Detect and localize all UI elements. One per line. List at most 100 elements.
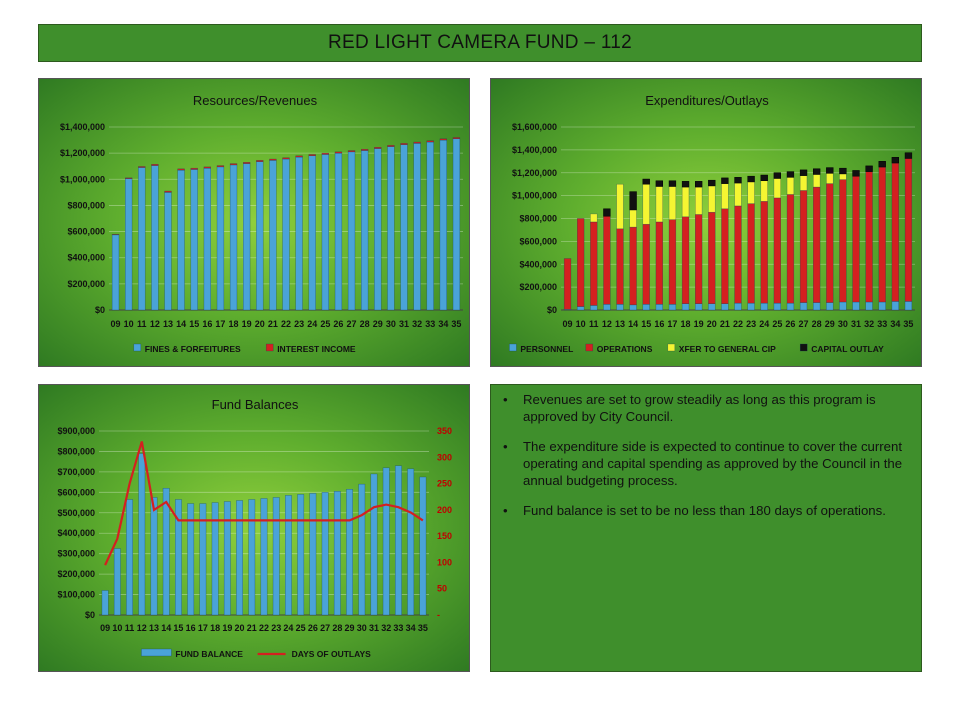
bar-xfer-to-general-cip [590,213,598,223]
bar-personnel [721,303,729,311]
x-tick-label: 18 [681,319,691,329]
bar-capital-outlay [826,167,834,174]
legend-swatch-capital-outlay [799,343,808,352]
x-tick-label: 19 [694,319,704,329]
x-tick-label: 34 [438,319,448,329]
x-tick-label: 23 [294,319,304,329]
y-tick-label: $400,000 [57,528,95,538]
bar-xfer-to-general-cip [721,183,729,210]
note-text: Fund balance is set to be no less than 1… [523,503,886,518]
bar-personnel [629,304,637,311]
bar-fund-balance [407,468,415,616]
x-tick-label: 13 [163,319,173,329]
bar-personnel [616,304,624,311]
bar-interest-income [190,167,198,170]
bar-fund-balance [175,499,182,616]
bar-interest-income [452,137,461,140]
y-tick-label: $600,000 [57,487,95,497]
bar-personnel [695,303,703,311]
bar-fund-balance [358,483,366,616]
y-tick-label: $1,400,000 [512,145,557,155]
bar-fines-forfeitures [387,146,395,311]
bar-operations [786,194,795,304]
x-tick-label: 11 [137,319,147,329]
bar-xfer-to-general-cip [734,182,742,207]
bar-fund-balance [285,495,292,616]
x-tick-label: 26 [308,623,318,633]
bar-xfer-to-general-cip [708,185,716,213]
bar-xfer-to-general-cip [681,186,690,218]
bar-interest-income [229,163,238,166]
bar-capital-outlay [839,167,847,175]
y-tick-label: $600,000 [519,236,557,246]
bar-fund-balance [395,465,402,616]
bar-interest-income [426,140,434,143]
y-tick-label: $800,000 [57,446,95,456]
x-tick-label: 28 [812,319,822,329]
x-tick-label: 25 [320,319,330,329]
page-title: RED LIGHT CAMERA FUND – 112 [38,24,922,62]
bar-operations [708,211,716,304]
bar-fines-forfeitures [177,169,185,311]
bar-xfer-to-general-cip [616,183,624,230]
bar-capital-outlay [734,177,742,184]
x-tick-label: 18 [210,623,220,633]
bar-xfer-to-general-cip [839,173,847,180]
bar-fines-forfeitures [164,192,172,311]
y-tick-label: $1,000,000 [60,174,105,184]
bar-capital-outlay [813,168,821,175]
bar-interest-income [347,150,356,153]
bar-fund-balance [272,497,280,616]
x-tick-label: 31 [399,319,409,329]
y-tick-label: $900,000 [57,426,95,436]
bar-fund-balance [321,492,329,616]
x-tick-label: 10 [112,623,122,633]
legend-swatch-fund-balance [141,648,172,657]
x-tick-label: 33 [877,319,887,329]
bar-interest-income [387,145,395,147]
bar-fund-balance [162,487,170,616]
bar-capital-outlay [708,179,716,187]
bar-xfer-to-general-cip [826,173,834,184]
bar-xfer-to-general-cip [629,209,637,228]
bar-operations [577,218,585,307]
legend-label: XFER TO GENERAL CIP [679,344,776,354]
y2-tick-label: 300 [437,452,452,462]
x-tick-label: 21 [720,319,730,329]
x-tick-label: 15 [173,623,183,633]
y2-tick-label: - [437,610,440,620]
bar-operations [826,183,834,303]
y-tick-label: $0 [95,305,105,315]
bar-personnel [590,305,598,311]
y-tick-label: $800,000 [67,200,105,210]
x-tick-label: 23 [271,623,281,633]
y-tick-label: $1,400,000 [60,122,105,132]
x-tick-label: 27 [320,623,330,633]
legend-label: DAYS OF OUTLAYS [292,649,372,659]
x-tick-label: 30 [386,319,396,329]
x-tick-label: 09 [563,319,573,329]
legend-label: PERSONNEL [520,344,573,354]
bar-operations [760,201,768,304]
y2-tick-label: 100 [437,557,452,567]
bar-interest-income [295,155,303,158]
bar-fund-balance [199,503,207,616]
bar-personnel [747,302,755,311]
bar-interest-income [439,138,447,141]
x-tick-label: 20 [707,319,717,329]
bar-fines-forfeitures [334,152,343,311]
y2-tick-label: 250 [437,479,452,489]
bar-fund-balance [113,548,121,616]
bar-operations [878,166,886,303]
bar-fines-forfeitures [138,167,146,311]
bar-operations [839,179,847,303]
bar-fund-balance [370,473,378,616]
y-tick-label: $1,600,000 [512,122,557,132]
bar-personnel [826,302,834,311]
bar-operations [891,162,899,302]
legend-label: OPERATIONS [597,344,653,354]
bar-operations [616,228,624,305]
fund-balances-chart-panel: Fund Balances $0 $100,000 $200,000 $300,000 $… [38,384,470,672]
bar-capital-outlay [721,177,729,184]
bar-capital-outlay [852,170,860,177]
